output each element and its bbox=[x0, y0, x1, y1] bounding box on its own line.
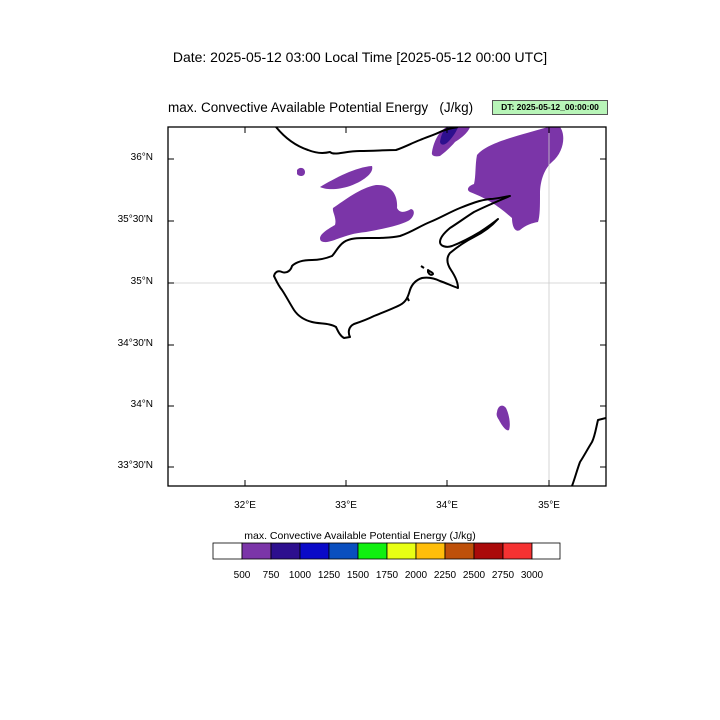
colorbar-box-1250-1500 bbox=[328, 542, 359, 560]
cape-region-north-blob bbox=[431, 127, 470, 157]
cape-region-north-core bbox=[440, 127, 458, 145]
field-title: max. Convective Available Potential Ener… bbox=[168, 100, 474, 115]
colorbar-box-1000-1250 bbox=[299, 542, 330, 560]
lon-label-35e: 35°E bbox=[538, 500, 560, 511]
lat-label-33-30n: 33°30'N bbox=[117, 460, 153, 471]
axis-ticks bbox=[168, 127, 606, 486]
colorbar-label-1000: 1000 bbox=[288, 570, 312, 581]
colorbar-label-2500: 2500 bbox=[462, 570, 486, 581]
colorbar-box-2750-3000 bbox=[502, 542, 533, 560]
date-title: Date: 2025-05-12 03:00 Local Time [2025-… bbox=[172, 49, 548, 65]
cape-region-west-large bbox=[320, 184, 414, 243]
colorbar-box-2500-2750 bbox=[473, 542, 504, 560]
lat-label-36n: 36°N bbox=[130, 152, 153, 163]
colorbar-box-500-750 bbox=[241, 542, 272, 560]
cape-region-small-dot bbox=[297, 167, 305, 177]
colorbar-label-1250: 1250 bbox=[317, 570, 341, 581]
colorbar-label-500: 500 bbox=[233, 570, 251, 581]
colorbar-label-2000: 2000 bbox=[404, 570, 428, 581]
colorbar-box-above-3000 bbox=[531, 542, 561, 560]
colorbar-box-750-1000 bbox=[270, 542, 301, 560]
colorbar-box-2250-2500 bbox=[444, 542, 475, 560]
colorbar-box-2000-2250 bbox=[415, 542, 446, 560]
islet-3 bbox=[406, 296, 410, 302]
colorbar bbox=[212, 542, 561, 560]
colorbar-box-1750-2000 bbox=[386, 542, 417, 560]
cape-region-south-east-blob bbox=[496, 405, 510, 431]
lat-label-35n: 35°N bbox=[130, 276, 153, 287]
colorbar-label-3000: 3000 bbox=[520, 570, 544, 581]
lon-label-33e: 33°E bbox=[335, 500, 357, 511]
colorbar-label-2750: 2750 bbox=[491, 570, 515, 581]
colorbar-label-2250: 2250 bbox=[433, 570, 457, 581]
lat-label-34n: 34°N bbox=[130, 399, 153, 410]
dt-badge: DT: 2025-05-12_00:00:00 bbox=[492, 100, 608, 115]
turkey-coastline bbox=[275, 127, 459, 155]
cape-region-east-large bbox=[467, 127, 564, 231]
colorbar-box-1500-1750 bbox=[357, 542, 388, 560]
colorbar-label-1750: 1750 bbox=[375, 570, 399, 581]
colorbar-title: max. Convective Available Potential Ener… bbox=[244, 530, 476, 542]
coastlines bbox=[273, 127, 606, 486]
cape-region-north-west bbox=[320, 166, 373, 190]
lon-label-34e: 34°E bbox=[436, 500, 458, 511]
lon-label-32e: 32°E bbox=[234, 500, 256, 511]
cyprus-coastline bbox=[273, 195, 511, 339]
islet-1 bbox=[420, 265, 425, 269]
map-plot-area bbox=[168, 127, 606, 486]
colorbar-label-1500: 1500 bbox=[346, 570, 370, 581]
lat-label-35-30n: 35°30'N bbox=[117, 214, 153, 225]
islet-2 bbox=[427, 269, 434, 276]
lat-label-34-30n: 34°30'N bbox=[117, 338, 153, 349]
plot-frame bbox=[167, 126, 607, 487]
colorbar-box-below-500 bbox=[212, 542, 243, 560]
syria-coastline bbox=[571, 417, 606, 486]
colorbar-label-750: 750 bbox=[262, 570, 280, 581]
